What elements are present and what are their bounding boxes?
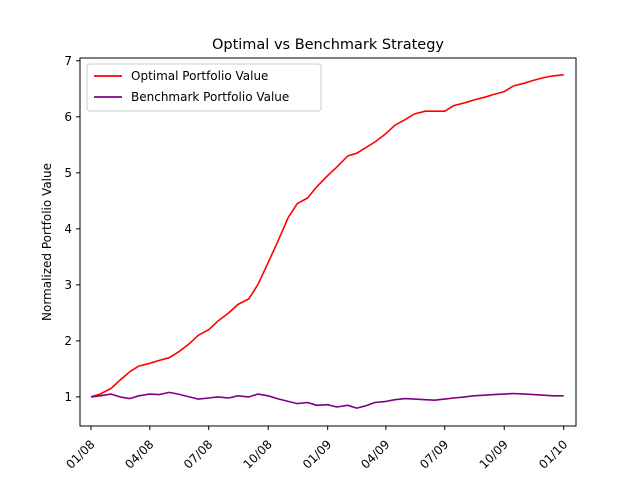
axes-frame bbox=[79, 57, 577, 427]
axes: 1 2 3 4 5 6 7 01/08 04/08 07/08 10/08 01/09 04/09 07/… bbox=[63, 54, 577, 472]
legend-label-0: Optimal Portfolio Value bbox=[131, 69, 268, 83]
y-tick-label: 6 bbox=[64, 110, 72, 124]
chart-title: Optimal vs Benchmark Strategy bbox=[212, 37, 444, 53]
plot-area bbox=[90, 74, 564, 409]
y-tick-label: 5 bbox=[64, 166, 72, 180]
x-tick-label: 07/09 bbox=[417, 437, 451, 471]
x-tick-label: 10/08 bbox=[241, 437, 275, 471]
y-tick-label: 4 bbox=[64, 222, 72, 236]
y-tick-label: 3 bbox=[64, 278, 72, 292]
series-line-0 bbox=[90, 74, 564, 398]
series-line-1 bbox=[90, 391, 564, 409]
x-tick-label: 04/08 bbox=[122, 437, 156, 471]
x-tick-label: 01/08 bbox=[63, 437, 97, 471]
y-tick-label: 1 bbox=[64, 390, 72, 404]
x-tick-label: 04/09 bbox=[358, 437, 392, 471]
x-tick-label: 01/09 bbox=[300, 437, 334, 471]
legend: Optimal Portfolio Value Benchmark Portfol… bbox=[86, 63, 322, 112]
x-tick-label: 07/08 bbox=[181, 437, 215, 471]
y-axis-label: Normalized Portfolio Value bbox=[40, 163, 54, 321]
x-tick-label: 01/10 bbox=[536, 437, 570, 471]
y-tick-label: 7 bbox=[64, 54, 72, 68]
legend-label-1: Benchmark Portfolio Value bbox=[131, 90, 289, 104]
x-tick-label: 10/09 bbox=[477, 437, 511, 471]
y-tick-label: 2 bbox=[64, 334, 72, 348]
legend-box bbox=[86, 63, 322, 112]
